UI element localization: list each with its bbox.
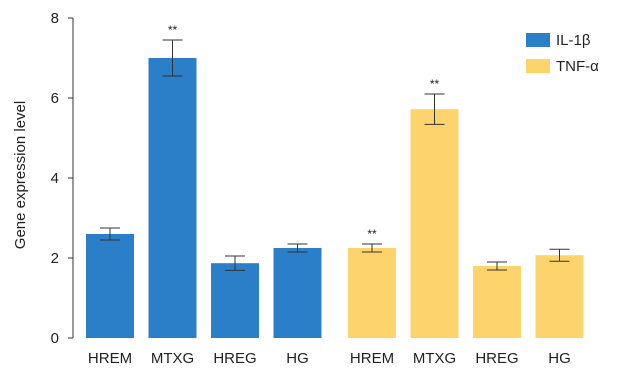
bar-1-0 (348, 248, 396, 338)
bar-0-2 (211, 263, 259, 338)
x-tick-label: HREM (350, 350, 394, 367)
legend: IL-1β TNF-α (526, 32, 599, 75)
y-tick-label: 6 (51, 90, 59, 107)
significance-label: ** (168, 23, 178, 37)
x-tick-label: HREM (88, 350, 132, 367)
y-axis: 0 2 4 6 8 (51, 10, 74, 347)
y-tick-label: 8 (51, 10, 59, 27)
x-axis: HREM MTXG HREG HG HREM MTXG HREG HG (88, 350, 571, 367)
legend-label-1: TNF-α (556, 58, 599, 75)
bar-0-1 (148, 58, 197, 338)
significance-label: ** (367, 227, 377, 241)
legend-swatch-1 (526, 59, 550, 73)
y-tick-label: 4 (51, 170, 59, 187)
bar-1-3 (535, 255, 584, 338)
x-tick-label: MTXG (413, 350, 456, 367)
x-tick-label: HREG (475, 350, 518, 367)
plot-area: ** ** ** (86, 23, 584, 338)
bar-1-2 (473, 266, 521, 338)
bar-0-0 (86, 234, 134, 338)
x-tick-label: MTXG (151, 350, 194, 367)
x-tick-label: HREG (213, 350, 256, 367)
bar-1-1 (410, 109, 459, 338)
legend-swatch-0 (526, 33, 550, 47)
y-tick-label: 2 (51, 250, 59, 267)
bar-0-3 (273, 248, 322, 338)
legend-label-0: IL-1β (556, 32, 591, 49)
significance-label: ** (430, 77, 440, 91)
y-axis-title: Gene expression level (12, 101, 29, 249)
x-tick-label: HG (286, 350, 309, 367)
x-tick-label: HG (548, 350, 571, 367)
y-tick-label: 0 (51, 330, 59, 347)
